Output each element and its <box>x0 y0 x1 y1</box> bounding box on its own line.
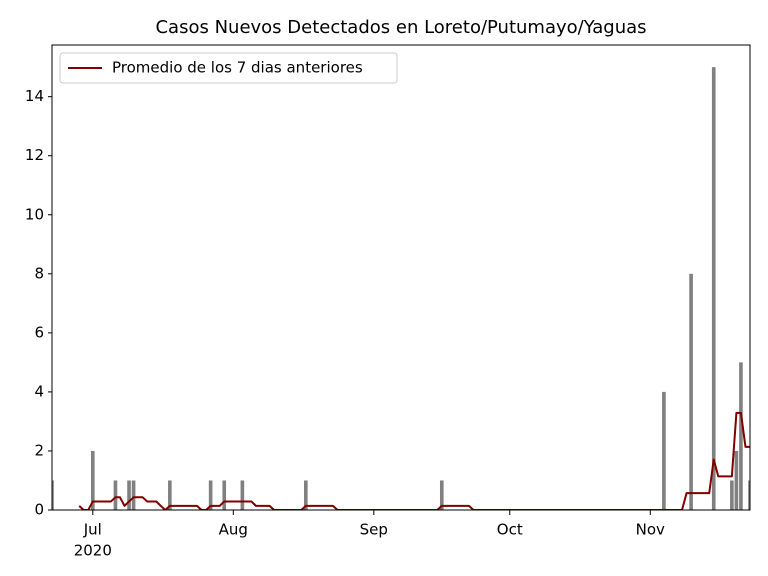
plot-area <box>52 67 750 510</box>
bar <box>748 480 750 510</box>
x-tick-label: Nov <box>636 521 665 539</box>
bar <box>90 450 95 510</box>
bar <box>52 480 54 510</box>
bar <box>131 480 136 510</box>
bar <box>439 480 444 510</box>
y-tick-label: 8 <box>34 264 44 282</box>
bar <box>734 450 739 510</box>
x-tick-label: Aug <box>219 521 248 539</box>
bar <box>304 480 308 510</box>
y-tick-label: 14 <box>25 87 44 105</box>
y-tick-label: 0 <box>34 501 44 519</box>
bar <box>222 480 227 510</box>
chart-title: Casos Nuevos Detectados en Loreto/Putuma… <box>155 17 646 38</box>
x-tick-label: Oct <box>497 521 523 539</box>
bar <box>240 480 245 510</box>
bar <box>208 480 213 510</box>
y-tick-label: 10 <box>25 205 44 223</box>
y-tick-label: 12 <box>25 146 44 164</box>
x-year-label: 2020 <box>74 542 112 560</box>
y-tick-label: 2 <box>34 441 44 459</box>
x-tick-label: Sep <box>360 521 388 539</box>
x-tick-label: Jul <box>83 521 102 539</box>
bar <box>168 480 172 510</box>
legend-box <box>59 52 398 84</box>
bar <box>739 362 743 510</box>
bar <box>127 480 131 510</box>
bar <box>662 391 666 510</box>
bar <box>113 480 118 510</box>
axes-frame <box>51 44 751 511</box>
y-tick-label: 4 <box>34 382 44 400</box>
bar <box>689 273 693 510</box>
average-line <box>78 411 750 510</box>
legend-label: Promedio de los 7 dias anteriores <box>112 59 363 77</box>
y-tick-label: 6 <box>34 323 44 341</box>
bar <box>711 67 716 510</box>
bar <box>730 480 734 510</box>
